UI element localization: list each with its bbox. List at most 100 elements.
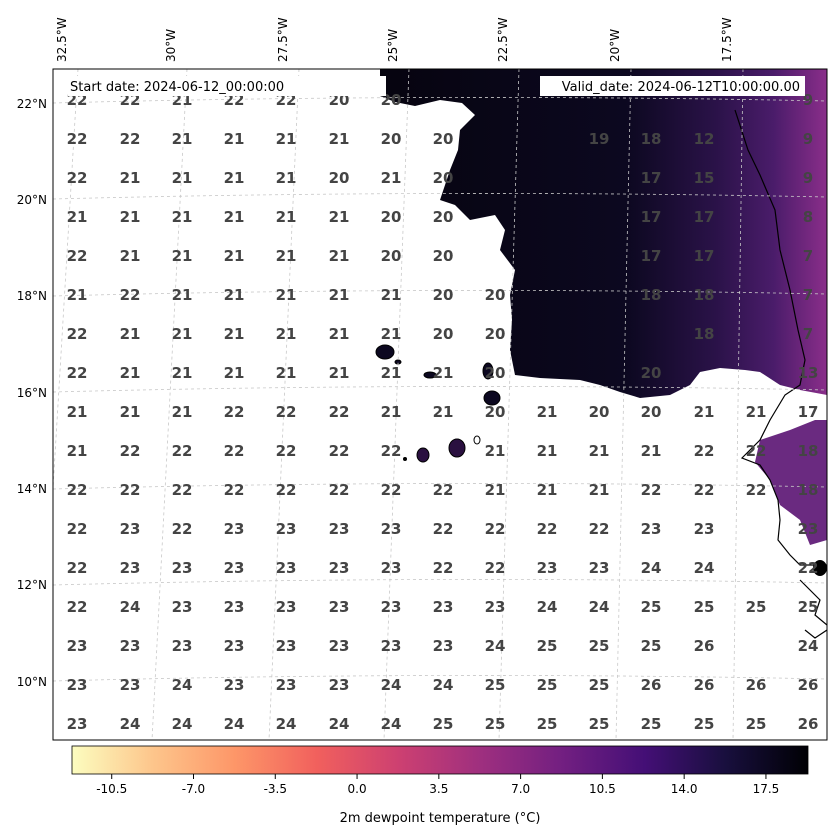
longitude-label: 32.5°W [55,17,69,62]
island-maio [473,435,481,445]
latitude-label: 12°N [17,578,47,592]
dewpoint-value: 24 [224,715,245,733]
dewpoint-value: 23 [120,676,141,694]
dewpoint-value: 23 [172,559,193,577]
dewpoint-value: 23 [329,520,350,538]
dewpoint-value: 22 [381,481,402,499]
dewpoint-value: 22 [224,442,245,460]
dewpoint-value: 22 [67,559,88,577]
dewpoint-value: 25 [641,637,662,655]
dewpoint-value: 18 [641,286,662,304]
dewpoint-value: 22 [433,559,454,577]
dewpoint-value: 22 [329,442,350,460]
latitude-tick-labels: 22°N 20°N 18°N 16°N 14°N 12°N 10°N [17,97,47,689]
dewpoint-value: 19 [589,130,610,148]
longitude-tick-labels: 32.5°W 30°W 27.5°W 25°W 22.5°W 20°W 17.5°W [55,17,734,62]
longitude-label: 17.5°W [720,17,734,62]
colorbar [71,745,809,775]
dewpoint-value: 20 [433,208,454,226]
valid-date-label: Valid_date: 2024-06-12T10:00:00.00 [562,80,800,95]
dewpoint-value: 23 [537,559,558,577]
dewpoint-value: 23 [381,520,402,538]
dewpoint-value: 23 [329,637,350,655]
dewpoint-value: 24 [537,598,558,616]
dewpoint-value: 21 [67,208,88,226]
dewpoint-value: 22 [172,481,193,499]
dewpoint-value: 21 [589,481,610,499]
dewpoint-value: 8 [803,208,813,226]
meridian-line [268,69,300,740]
dewpoint-value: 23 [67,676,88,694]
dewpoint-value: 22 [746,442,767,460]
dewpoint-value: 23 [381,559,402,577]
dewpoint-value: 22 [746,481,767,499]
dewpoint-value: 7 [803,325,813,343]
dewpoint-value: 21 [276,325,297,343]
dewpoint-value: 22 [433,481,454,499]
coastline [734,109,827,566]
dewpoint-value: 21 [224,208,245,226]
colorbar-label: 2m dewpoint temperature (°C) [340,811,541,826]
dewpoint-value: 12 [694,130,715,148]
dewpoint-value: 21 [276,247,297,265]
dewpoint-value: 9 [803,91,813,109]
dewpoint-value: 20 [485,325,506,343]
dewpoint-value: 21 [67,403,88,421]
dewpoint-value: 21 [120,403,141,421]
dewpoint-value: 21 [485,442,506,460]
dewpoint-value: 23 [224,598,245,616]
parallel-line [53,579,827,586]
dewpoint-value: 20 [381,130,402,148]
dewpoint-value: 17 [641,169,662,187]
valid-date-box [540,76,805,96]
colorbar-ticks: -10.5 -7.0 -3.5 0.0 3.5 7.0 10.5 14.0 17.5 [96,774,779,796]
dewpoint-value: 22 [67,325,88,343]
dewpoint-value: 24 [120,598,141,616]
dewpoint-value: 20 [485,403,506,421]
island-santiago [448,438,466,458]
meridian-line [53,69,79,496]
map-frame [52,68,828,741]
start-date-box [68,76,386,96]
dewpoint-value: 23 [276,559,297,577]
dewpoint-value: 17 [798,403,819,421]
dewpoint-value: 7 [803,286,813,304]
dewpoint-value: 25 [537,715,558,733]
dewpoint-value: 26 [641,676,662,694]
dewpoint-value: 20 [641,403,662,421]
dewpoint-value: 23 [67,715,88,733]
island-santo-antao [375,344,395,360]
dewpoint-value: 21 [172,403,193,421]
dewpoint-value: 23 [381,637,402,655]
dewpoint-value: 21 [537,481,558,499]
dewpoint-value: 22 [694,481,715,499]
dewpoint-value: 22 [329,403,350,421]
dewpoint-value: 21 [381,325,402,343]
colorbar-tick-label: 17.5 [753,782,780,796]
dewpoint-value: 25 [641,715,662,733]
meridian-line [498,69,520,740]
dewpoint-value: 25 [485,715,506,733]
meridian-line [615,69,632,740]
parallel-line [53,97,827,104]
dewpoint-value: 22 [589,520,610,538]
dewpoint-value: 22 [120,130,141,148]
dewpoint-value: 21 [433,364,454,382]
dewpoint-value: 22 [485,559,506,577]
dewpoint-value: 24 [694,559,715,577]
island-bijagos [813,560,827,576]
dewpoint-value: 21 [172,325,193,343]
dewpoint-value: 24 [276,715,297,733]
dewpoint-value: 23 [485,598,506,616]
dewpoint-value: 21 [120,208,141,226]
dewpoint-value: 24 [329,715,350,733]
dewpoint-value: 18 [798,481,819,499]
dewpoint-value: 21 [276,169,297,187]
dewpoint-value: 22 [641,481,662,499]
dewpoint-value: 21 [694,403,715,421]
latitude-label: 20°N [17,193,47,207]
dewpoint-value: 23 [120,637,141,655]
dewpoint-value: 23 [329,598,350,616]
dewpoint-value: 24 [172,715,193,733]
